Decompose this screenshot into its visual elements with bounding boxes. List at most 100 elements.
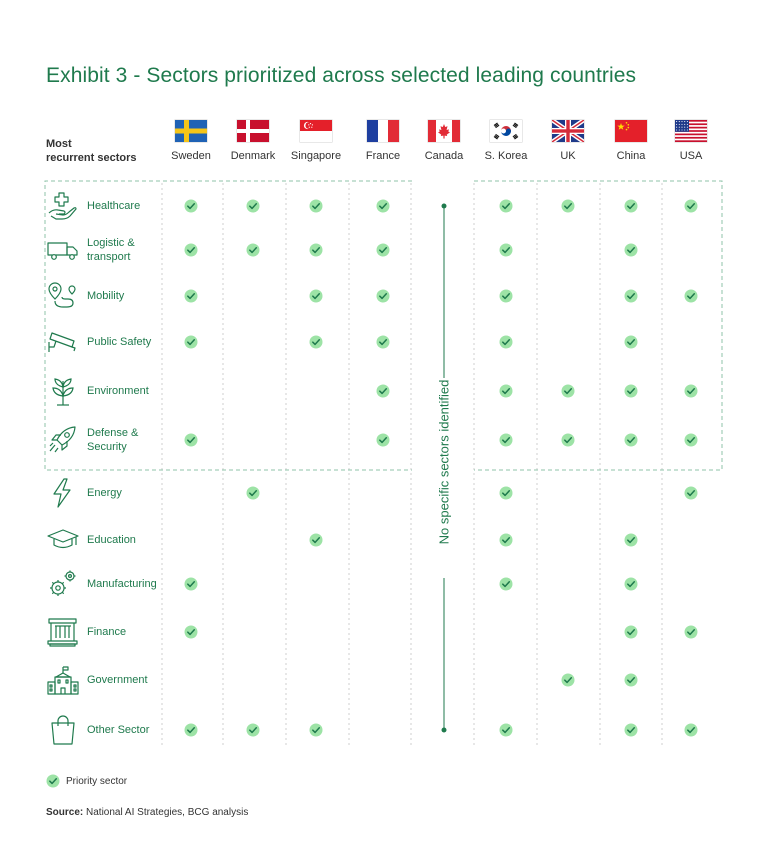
france-flag bbox=[367, 120, 399, 142]
priority-check-icon bbox=[246, 723, 260, 737]
sector-row: Environment bbox=[46, 371, 196, 411]
country-column-header: Canada bbox=[413, 120, 475, 162]
priority-check-icon bbox=[376, 289, 390, 303]
priority-check-icon bbox=[376, 433, 390, 447]
priority-check-icon bbox=[684, 625, 698, 639]
priority-check-icon bbox=[624, 723, 638, 737]
priority-check-icon bbox=[309, 199, 323, 213]
sector-row: Mobility bbox=[46, 276, 196, 316]
sector-label: Defense & Security bbox=[87, 426, 138, 454]
canada-flag bbox=[428, 120, 460, 142]
sector-label: Logistic & transport bbox=[87, 236, 135, 264]
sector-label: Manufacturing bbox=[87, 577, 157, 591]
priority-check-icon bbox=[184, 199, 198, 213]
sector-label-line: transport bbox=[87, 251, 131, 263]
priority-check-icon bbox=[684, 433, 698, 447]
sector-label-line: Defense & bbox=[87, 427, 139, 439]
route-icon bbox=[48, 282, 76, 308]
sector-row: Other Sector bbox=[46, 710, 196, 750]
priority-check-icon bbox=[624, 625, 638, 639]
source-label: Source: bbox=[46, 807, 84, 818]
sweden-flag bbox=[175, 120, 207, 142]
priority-check-icon bbox=[184, 289, 198, 303]
sector-label-line: Public Safety bbox=[87, 336, 152, 348]
sector-label-line: Government bbox=[87, 674, 148, 686]
priority-check-icon bbox=[309, 289, 323, 303]
sector-label-line: Education bbox=[87, 534, 136, 546]
south-korea-flag bbox=[490, 120, 522, 142]
priority-check-icon bbox=[376, 384, 390, 398]
country-name: Singapore bbox=[290, 150, 342, 162]
priority-check-icon bbox=[499, 289, 513, 303]
priority-check-icon bbox=[624, 577, 638, 591]
priority-check-icon bbox=[624, 673, 638, 687]
sector-label-line: Environment bbox=[87, 385, 149, 397]
priority-check-icon bbox=[184, 433, 198, 447]
sector-label-line: Manufacturing bbox=[87, 578, 157, 590]
sector-label: Finance bbox=[87, 625, 126, 639]
country-column-header: Sweden bbox=[160, 120, 222, 162]
sector-label-line: Security bbox=[87, 441, 127, 453]
annotation-endpoint bbox=[441, 727, 447, 733]
sector-label: Healthcare bbox=[87, 199, 140, 213]
denmark-flag bbox=[237, 120, 269, 142]
priority-check-icon bbox=[684, 723, 698, 737]
priority-check-icon bbox=[184, 625, 198, 639]
singapore-flag bbox=[300, 120, 332, 142]
government-building-icon bbox=[47, 666, 79, 695]
priority-check-icon bbox=[246, 243, 260, 257]
priority-check-icon bbox=[309, 243, 323, 257]
priority-check-icon bbox=[184, 335, 198, 349]
priority-check-icon bbox=[246, 486, 260, 500]
country-name: Canada bbox=[424, 150, 464, 162]
priority-check-icon bbox=[184, 723, 198, 737]
sector-row: Energy bbox=[46, 473, 196, 513]
priority-check-icon bbox=[684, 289, 698, 303]
sector-label: Government bbox=[87, 673, 148, 687]
country-column-header: France bbox=[352, 120, 414, 162]
sector-label-line: Mobility bbox=[87, 290, 125, 302]
sector-label: Environment bbox=[87, 384, 149, 398]
gears-icon bbox=[50, 570, 76, 596]
sector-label-line: Finance bbox=[87, 626, 127, 638]
sector-label: Other Sector bbox=[87, 723, 149, 737]
row-header-line-2: recurrent sectors bbox=[46, 152, 137, 164]
sector-label: Public Safety bbox=[87, 335, 151, 349]
country-column-header: S. Korea bbox=[475, 120, 537, 162]
sector-row: Public Safety bbox=[46, 322, 196, 362]
priority-check-icon bbox=[499, 533, 513, 547]
priority-check-icon bbox=[624, 433, 638, 447]
priority-check-icon bbox=[499, 335, 513, 349]
country-name: France bbox=[365, 150, 401, 162]
country-column-header: Denmark bbox=[222, 120, 284, 162]
sector-label: Education bbox=[87, 533, 136, 547]
priority-check-icon bbox=[624, 533, 638, 547]
sector-label: Mobility bbox=[87, 289, 124, 303]
country-column-header: UK bbox=[537, 120, 599, 162]
sector-row: Healthcare bbox=[46, 186, 196, 226]
country-name: Sweden bbox=[171, 150, 211, 162]
sector-row: Finance bbox=[46, 612, 196, 652]
lightning-icon bbox=[53, 478, 71, 508]
healthcare-icon bbox=[48, 192, 77, 220]
chart-title: Exhibit 3 - Sectors prioritized across s… bbox=[46, 64, 637, 87]
priority-check-icon bbox=[376, 199, 390, 213]
priority-check-icon bbox=[561, 384, 575, 398]
priority-check-icon bbox=[561, 433, 575, 447]
sector-label-line: Energy bbox=[87, 487, 122, 499]
priority-check-icon bbox=[309, 723, 323, 737]
priority-check-icon bbox=[309, 533, 323, 547]
country-name: China bbox=[616, 150, 646, 162]
truck-icon bbox=[47, 242, 78, 260]
check-icon bbox=[46, 774, 60, 788]
row-header-label: Most recurrent sectors bbox=[46, 137, 137, 165]
source-text: National AI Strategies, BCG analysis bbox=[86, 807, 249, 818]
plant-icon bbox=[52, 378, 74, 406]
priority-check-icon bbox=[499, 486, 513, 500]
country-header-row: Sweden Denmark Singapore France Canada S. Kor… bbox=[0, 0, 768, 170]
country-name: USA bbox=[679, 150, 703, 162]
priority-check-icon bbox=[499, 723, 513, 737]
priority-check-icon bbox=[624, 289, 638, 303]
priority-check-icon bbox=[499, 384, 513, 398]
priority-check-icon bbox=[499, 243, 513, 257]
